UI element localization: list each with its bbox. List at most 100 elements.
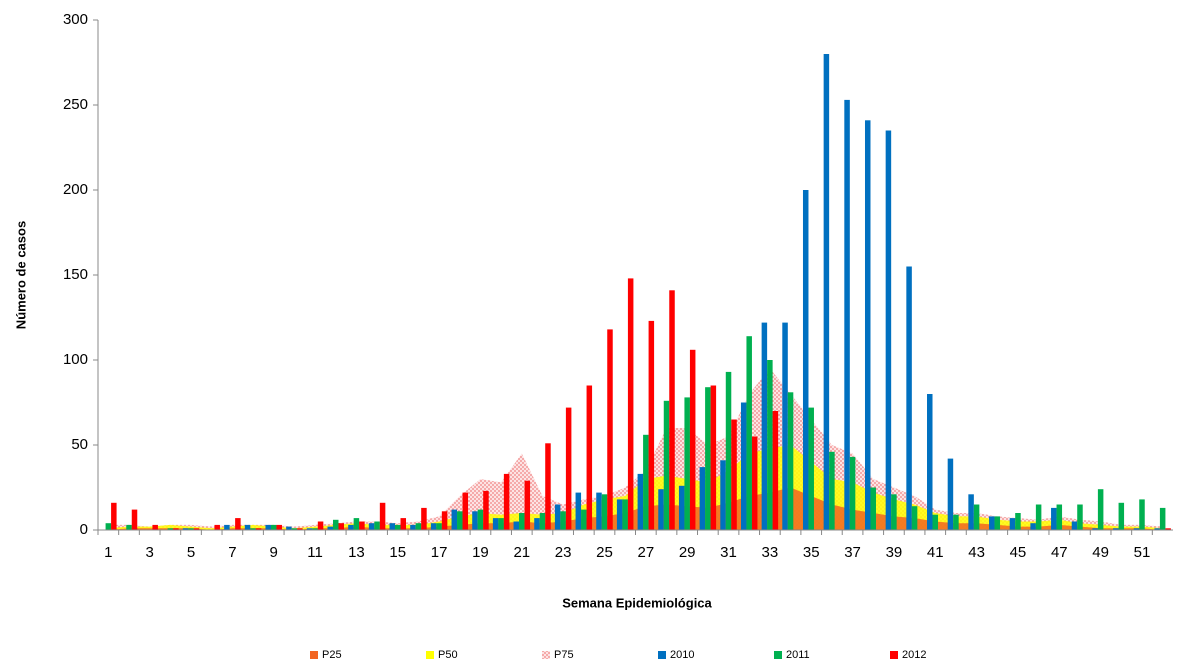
bar — [430, 523, 437, 530]
bar — [182, 528, 189, 530]
x-tick-label: 51 — [1134, 544, 1151, 561]
bar — [513, 521, 520, 530]
x-tick-label: 39 — [886, 544, 903, 561]
x-tick-label: 9 — [270, 544, 278, 561]
bar — [353, 518, 360, 530]
bar — [545, 443, 551, 530]
bar — [663, 400, 670, 530]
x-tick-label: 5 — [187, 544, 195, 561]
bar — [782, 322, 788, 530]
bar — [524, 480, 531, 530]
legend-swatch — [426, 651, 434, 659]
bar — [870, 487, 876, 530]
bar — [968, 494, 974, 530]
bar — [483, 490, 489, 530]
bar — [994, 516, 1001, 530]
x-tick-label: 21 — [513, 544, 530, 561]
area — [108, 445, 1163, 530]
x-tick-label: 3 — [146, 544, 154, 561]
legend-label: P75 — [554, 649, 574, 661]
bar — [705, 387, 711, 530]
bar — [332, 519, 339, 530]
bar — [539, 513, 546, 530]
bar — [637, 473, 644, 530]
bar — [554, 504, 561, 530]
bar — [1009, 518, 1016, 530]
bar — [565, 407, 572, 530]
bar — [441, 511, 448, 530]
bar — [400, 518, 407, 530]
bar — [503, 473, 510, 530]
x-tick-label: 49 — [1092, 544, 1109, 561]
bar — [684, 397, 690, 530]
bar — [1139, 499, 1145, 530]
legend-swatch — [658, 651, 666, 659]
bar — [327, 526, 333, 530]
bar — [699, 467, 706, 530]
bar — [1030, 523, 1036, 530]
bar — [173, 528, 179, 530]
legend-label: P25 — [322, 649, 342, 661]
bar — [772, 411, 779, 530]
bar — [265, 524, 271, 530]
bar — [1092, 528, 1098, 530]
bar — [250, 528, 256, 530]
bar — [105, 523, 112, 530]
bar — [823, 54, 830, 530]
bar — [457, 511, 463, 530]
legend-label: 2012 — [902, 649, 926, 661]
bar — [689, 349, 696, 530]
bar — [1154, 528, 1160, 530]
bar — [911, 506, 918, 530]
bar — [312, 528, 318, 530]
bar — [235, 518, 241, 530]
y-tick-label: 300 — [63, 11, 88, 28]
legend-swatch — [542, 651, 550, 659]
x-tick-label: 19 — [472, 544, 489, 561]
bar — [1159, 507, 1166, 530]
bar — [989, 516, 995, 530]
bar — [581, 509, 587, 530]
x-tick-label: 23 — [555, 544, 572, 561]
y-tick-label: 50 — [71, 436, 88, 453]
y-axis-title: Número de casos — [13, 221, 28, 329]
x-axis-title: Semana Epidemiológica — [562, 595, 712, 610]
bar — [389, 523, 396, 530]
bar — [492, 518, 499, 530]
legend-label: 2011 — [786, 649, 810, 661]
legend-swatch — [774, 651, 782, 659]
bar — [725, 371, 732, 530]
bar — [255, 528, 262, 530]
x-tick-label: 13 — [348, 544, 365, 561]
bar — [214, 524, 220, 530]
x-tick-label: 27 — [637, 544, 654, 561]
area — [108, 368, 1163, 530]
bar — [276, 524, 282, 530]
bar — [368, 523, 375, 530]
x-tick-label: 25 — [596, 544, 613, 561]
bar — [731, 419, 737, 530]
bar — [720, 460, 726, 530]
bar — [787, 392, 794, 530]
x-tick-label: 31 — [720, 544, 737, 561]
bar — [374, 521, 380, 530]
bar — [1051, 507, 1057, 530]
bar — [131, 509, 138, 530]
x-tick-label: 17 — [431, 544, 448, 561]
bar — [1077, 504, 1083, 530]
bar — [193, 528, 200, 530]
bar — [658, 489, 664, 530]
bar — [627, 278, 634, 530]
bar — [761, 322, 768, 530]
bar — [560, 511, 566, 530]
bar — [436, 523, 442, 530]
bar — [802, 190, 809, 530]
bar — [188, 528, 194, 530]
bar — [410, 524, 416, 530]
x-tick-label: 7 — [228, 544, 236, 561]
bar — [906, 266, 912, 530]
bar — [622, 499, 628, 530]
bar — [669, 290, 675, 530]
bar — [286, 526, 292, 530]
